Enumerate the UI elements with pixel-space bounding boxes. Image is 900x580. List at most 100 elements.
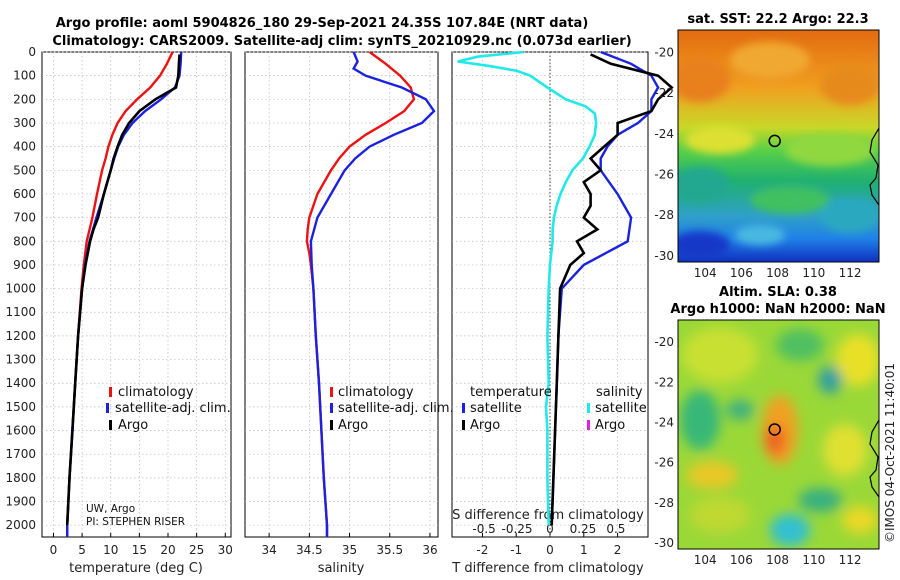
temperature-plot-area xyxy=(41,51,232,538)
depth-tick-label: 200 xyxy=(13,92,36,106)
legend-label-argo: Argo xyxy=(338,418,368,433)
sst-map-title: sat. SST: 22.2 Argo: 22.3 xyxy=(687,12,868,27)
temperature-tick-label: 5 xyxy=(78,543,86,557)
sst-lat-tick: -24 xyxy=(654,127,674,141)
legend-swatch-satellite xyxy=(330,403,333,413)
temperature-tick-label: 10 xyxy=(103,543,118,557)
depth-tick-label: 600 xyxy=(13,187,36,201)
salinity-grid xyxy=(245,51,438,537)
depth-tick-label: 300 xyxy=(13,116,36,130)
legend-swatch-t-satellite xyxy=(462,403,465,413)
sla-lon-tick: 106 xyxy=(730,553,753,567)
t-diff-tick-label: 2 xyxy=(614,543,622,557)
depth-tick-label: 700 xyxy=(13,211,36,225)
depth-tick-label: 1500 xyxy=(5,400,36,414)
sla-lat-tick: -26 xyxy=(654,456,674,470)
sst-lat-tick: -22 xyxy=(654,86,674,100)
depth-tick-label: 900 xyxy=(13,258,36,272)
t-diff-tick-label: -1 xyxy=(510,543,522,557)
temperature-x-ticks: 0 5 10 15 20 25 30 xyxy=(50,543,233,557)
legend-swatch-argo xyxy=(109,420,112,430)
depth-tick-label: 1400 xyxy=(5,376,36,390)
sst-map-x-ticks: 104 106 108 110 112 xyxy=(694,266,862,280)
sla-lon-tick: 104 xyxy=(694,553,717,567)
difference-lines xyxy=(457,50,674,526)
salinity-x-ticks: 34 34.5 35 35.5 36 xyxy=(261,543,437,557)
sst-lat-tick: -20 xyxy=(654,45,674,59)
salinity-plot-area xyxy=(244,51,439,538)
legend-swatch-s-satellite xyxy=(587,403,590,413)
legend-label-satellite: satellite-adj. clim. xyxy=(338,401,454,416)
temperature-tick-label: 20 xyxy=(160,543,175,557)
sla-argo-position-marker xyxy=(768,423,781,436)
sst-lon-tick: 104 xyxy=(694,266,717,280)
t-diff-tick-label: 0 xyxy=(546,543,554,557)
legend-label-climatology: climatology xyxy=(118,385,194,400)
legend-label-t-satellite: satellite xyxy=(470,401,522,416)
salinity-satellite-line xyxy=(309,51,436,537)
legend-swatch-argo xyxy=(330,420,333,430)
legend-title-temperature: temperature xyxy=(470,385,552,400)
depth-tick-label: 800 xyxy=(13,234,36,248)
sst-lon-tick: 108 xyxy=(766,266,789,280)
sla-lat-tick: -30 xyxy=(654,536,674,550)
sla-map-y-ticks: -20 -22 -24 -26 -28 -30 xyxy=(654,335,674,550)
sla-map-frame xyxy=(677,319,880,550)
sst-lon-tick: 106 xyxy=(730,266,753,280)
legend-label-argo: Argo xyxy=(118,418,148,433)
sla-lat-tick: -20 xyxy=(654,335,674,349)
legend-swatch-t-argo xyxy=(462,420,465,430)
s-diff-tick-label: -0.5 xyxy=(472,522,495,536)
legend-label-s-argo: Argo xyxy=(595,418,625,433)
legend-label-s-satellite: satellite xyxy=(595,401,647,416)
temperature-grid xyxy=(42,51,231,537)
depth-axis-ticks: 0 100 200 300 400 500 600 700 800 900 10… xyxy=(5,45,36,532)
salinity-tick-label: 36 xyxy=(422,543,437,557)
credit-institution: UW, Argo xyxy=(86,503,135,515)
temperature-lines xyxy=(65,51,183,537)
temperature-tick-label: 0 xyxy=(50,543,58,557)
sla-lat-tick: -24 xyxy=(654,415,674,429)
depth-tick-label: 0 xyxy=(28,45,36,59)
figure-title-line2: Climatology: CARS2009. Satellite-adj cli… xyxy=(52,34,631,49)
legend-swatch-climatology xyxy=(109,387,112,397)
salinity-lines xyxy=(305,51,436,537)
salinity-axis-label: salinity xyxy=(318,561,365,576)
sla-lon-tick: 108 xyxy=(766,553,789,567)
copyright-stamp: ©IMOS 04-Oct-2021 11:40:01 xyxy=(883,363,897,543)
depth-tick-label: 1100 xyxy=(5,305,36,319)
sla-map-subtitle: Argo h1000: NaN h2000: NaN xyxy=(670,302,885,317)
sla-map-title: Altim. SLA: 0.38 xyxy=(719,285,837,300)
t-difference-axis-label: T difference from climatology xyxy=(451,561,644,576)
sst-map-frame xyxy=(677,29,880,263)
legend-title-salinity: salinity xyxy=(596,385,643,400)
depth-tick-label: 1000 xyxy=(5,282,36,296)
sst-map-image xyxy=(678,30,879,262)
depth-tick-label: 1300 xyxy=(5,353,36,367)
temperature-tick-label: 15 xyxy=(132,543,147,557)
salinity-tick-label: 35 xyxy=(342,543,357,557)
salinity-tick-label: 34.5 xyxy=(296,543,323,557)
sla-lat-tick: -22 xyxy=(654,375,674,389)
credit-pi: PI: STEPHEN RISER xyxy=(86,516,185,528)
depth-tick-label: 1900 xyxy=(5,495,36,509)
legend-label-t-argo: Argo xyxy=(470,418,500,433)
depth-tick-label: 2000 xyxy=(5,518,36,532)
figure-title-line1: Argo profile: aoml 5904826_180 29-Sep-20… xyxy=(56,16,589,31)
salinity-tick-label: 34 xyxy=(261,543,276,557)
sla-lat-tick: -28 xyxy=(654,496,674,510)
legend-label-satellite: satellite-adj. clim. xyxy=(115,401,231,416)
difference-x-ticks: -2 -1 0 1 2 xyxy=(476,543,621,557)
sla-lon-tick: 110 xyxy=(802,553,825,567)
sst-lat-tick: -26 xyxy=(654,167,674,181)
depth-tick-label: 1700 xyxy=(5,447,36,461)
s-diff-tick-label: -0.25 xyxy=(502,522,533,536)
temperature-argo-line xyxy=(65,54,181,526)
t-difference-argo-line xyxy=(550,53,674,526)
sla-map-x-ticks: 104 106 108 110 112 xyxy=(694,553,862,567)
depth-tick-label: 100 xyxy=(13,69,36,83)
legend-swatch-climatology xyxy=(330,387,333,397)
sla-lon-tick: 112 xyxy=(839,553,862,567)
t-diff-tick-label: 1 xyxy=(580,543,588,557)
